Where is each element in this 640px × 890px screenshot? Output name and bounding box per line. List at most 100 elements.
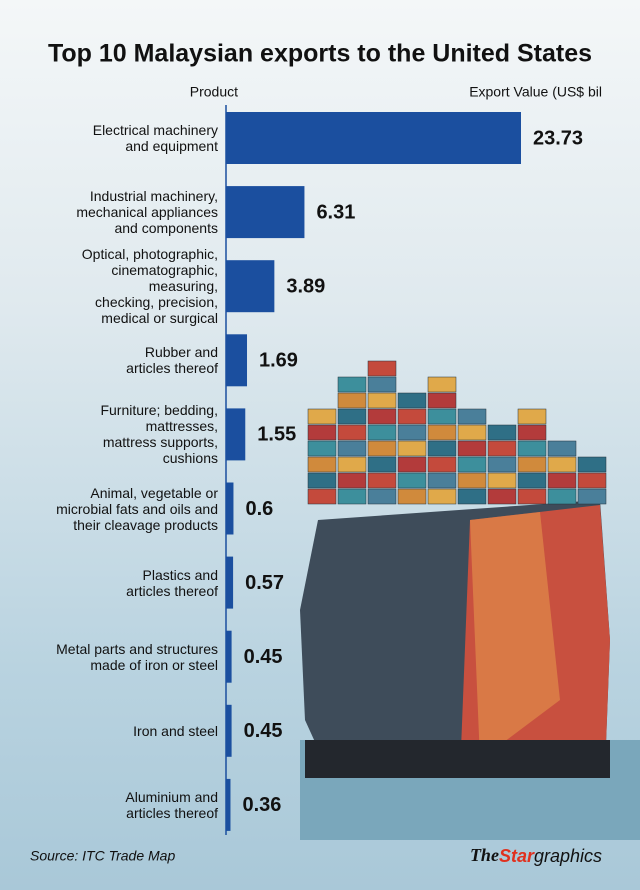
container-art xyxy=(337,472,367,489)
container-art xyxy=(397,408,427,425)
bar xyxy=(226,408,246,461)
source: Source: ITC Trade Map xyxy=(30,848,175,864)
container-art xyxy=(547,488,577,505)
container-art xyxy=(487,456,517,473)
container-art xyxy=(517,472,547,489)
container-art xyxy=(517,488,547,505)
container-art xyxy=(517,440,547,457)
container-art xyxy=(307,440,337,457)
value-label: 1.69 xyxy=(259,350,298,372)
container-art xyxy=(307,408,337,425)
container-art xyxy=(577,456,607,473)
container-art xyxy=(457,488,487,505)
container-art xyxy=(427,408,457,425)
container-art xyxy=(307,488,337,505)
value-label: 0.45 xyxy=(244,720,283,742)
container-art xyxy=(337,408,367,425)
container-art xyxy=(427,488,457,505)
container-art xyxy=(427,376,457,393)
container-art xyxy=(337,376,367,393)
container-art xyxy=(367,408,397,425)
value-header: Export Value (US$ bil xyxy=(469,84,602,100)
container-art xyxy=(307,456,337,473)
category-label: Iron and steel xyxy=(133,722,218,739)
container-art xyxy=(397,488,427,505)
container-art xyxy=(367,472,397,489)
container-art xyxy=(487,440,517,457)
container-art xyxy=(457,456,487,473)
chart-title: Top 10 Malaysian exports to the United S… xyxy=(48,40,592,68)
credit-the: The xyxy=(470,845,499,865)
container-art xyxy=(397,392,427,409)
container-art xyxy=(427,440,457,457)
bar xyxy=(226,334,248,387)
value-label: 1.55 xyxy=(257,424,296,446)
category-label: Furniture; bedding, mattresses, mattress… xyxy=(100,402,218,467)
container-art xyxy=(517,424,547,441)
container-art xyxy=(367,376,397,393)
container-art xyxy=(337,424,367,441)
value-label: 0.6 xyxy=(245,498,273,520)
container-art xyxy=(577,472,607,489)
container-art xyxy=(547,472,577,489)
container-art xyxy=(427,456,457,473)
container-art xyxy=(337,488,367,505)
category-label: Industrial machinery, mechanical applian… xyxy=(76,188,218,237)
value-label: 0.45 xyxy=(244,646,283,668)
container-art xyxy=(547,440,577,457)
container-art xyxy=(487,488,517,505)
container-art xyxy=(337,440,367,457)
category-label: Plastics and articles thereof xyxy=(126,566,218,599)
container-art xyxy=(397,472,427,489)
container-art xyxy=(457,408,487,425)
container-art xyxy=(457,440,487,457)
category-header: Product xyxy=(190,84,238,100)
category-label: Aluminium and articles thereof xyxy=(125,788,218,821)
container-art xyxy=(367,440,397,457)
bar xyxy=(226,556,234,609)
container-art xyxy=(457,424,487,441)
container-art xyxy=(427,392,457,409)
bar xyxy=(226,630,232,683)
container-art xyxy=(577,488,607,505)
category-label: Rubber and articles thereof xyxy=(126,344,218,377)
container-art xyxy=(487,472,517,489)
container-art xyxy=(307,424,337,441)
container-art xyxy=(337,456,367,473)
container-art xyxy=(427,472,457,489)
bar xyxy=(226,482,234,535)
container-art xyxy=(367,456,397,473)
container-art xyxy=(517,456,547,473)
category-label: Electrical machinery and equipment xyxy=(92,122,218,154)
credit: TheStargraphics xyxy=(470,845,602,866)
container-art xyxy=(367,392,397,409)
container-art xyxy=(517,408,547,425)
container-art xyxy=(427,424,457,441)
bar xyxy=(226,260,275,313)
value-label: 0.36 xyxy=(242,794,281,816)
value-label: 0.57 xyxy=(245,572,284,594)
container-art xyxy=(457,472,487,489)
container-art xyxy=(307,472,337,489)
bar xyxy=(226,778,231,831)
bar xyxy=(226,186,305,239)
value-label: 6.31 xyxy=(316,201,355,223)
container-art xyxy=(397,440,427,457)
container-art xyxy=(367,360,397,377)
container-art xyxy=(367,424,397,441)
category-label: Animal, vegetable or microbial fats and … xyxy=(56,484,218,533)
category-label: Optical, photographic, cinematographic, … xyxy=(81,246,218,327)
container-art xyxy=(367,488,397,505)
value-label: 23.73 xyxy=(533,127,583,149)
category-label: Metal parts and structures made of iron … xyxy=(56,640,218,673)
value-label: 3.89 xyxy=(286,275,325,297)
hull-bottom xyxy=(305,740,610,778)
container-art xyxy=(487,424,517,441)
ship-illustration xyxy=(300,360,640,840)
container-art xyxy=(397,456,427,473)
hull-glow xyxy=(470,512,560,760)
credit-graphics: graphics xyxy=(534,846,602,866)
bar xyxy=(226,704,232,757)
